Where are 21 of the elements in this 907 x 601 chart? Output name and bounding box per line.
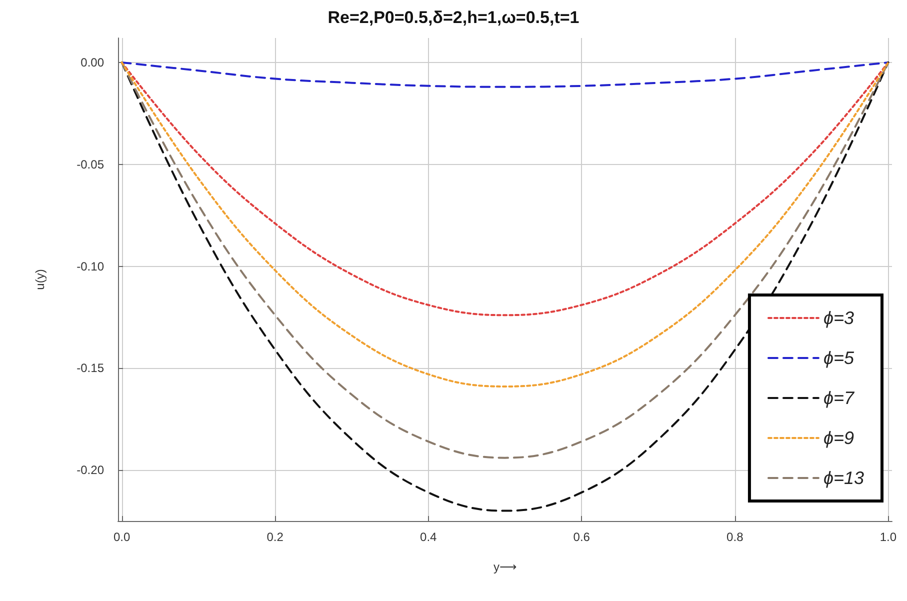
y-tick-label: -0.20: [76, 463, 104, 478]
x-tick-label: 1.0: [880, 530, 897, 544]
x-tick-label: 0.0: [113, 530, 130, 544]
y-tick-label: -0.05: [76, 157, 104, 172]
y-tick-label: -0.15: [76, 361, 104, 376]
x-tick-label: 0.2: [266, 530, 284, 544]
chart-title: Re=2,P0=0.5,δ=2,h=1,ω=0.5,t=1: [328, 8, 580, 27]
x-tick-label: 0.4: [420, 530, 438, 544]
x-tick-label: 0.6: [573, 530, 590, 544]
x-tick-label: 0.8: [726, 530, 744, 544]
y-tick-label: -0.10: [76, 259, 104, 274]
legend-label: ϕ=13: [823, 468, 864, 488]
legend-label: ϕ=9: [823, 428, 854, 448]
y-axis-title: u(y): [33, 269, 47, 290]
legend-label: ϕ=7: [823, 388, 855, 408]
y-tick-label: 0.00: [80, 55, 104, 70]
x-axis-title: y⟶: [494, 560, 516, 574]
legend-label: ϕ=3: [823, 308, 854, 328]
legend-label: ϕ=5: [823, 348, 855, 368]
line-series: [120, 61, 890, 388]
line-series: [120, 61, 890, 88]
